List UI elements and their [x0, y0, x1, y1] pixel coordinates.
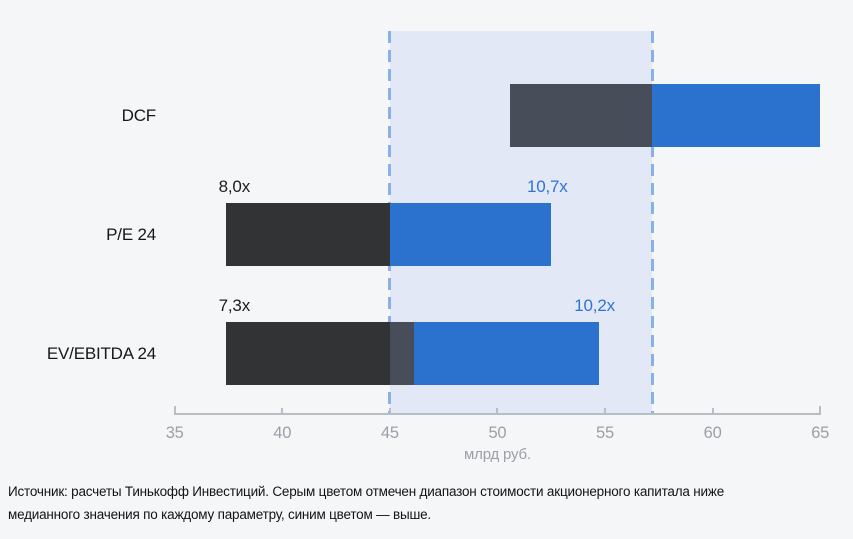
x-axis-tick	[711, 408, 714, 413]
x-axis-tick-label: 65	[811, 424, 830, 442]
row-label-ev-ebitda-24: EV/EBITDA 24	[46, 343, 156, 363]
bar-segment-above-median	[389, 203, 552, 266]
high-multiple-label: 10,2x	[574, 296, 615, 315]
x-axis-tick	[173, 406, 176, 413]
low-multiple-label: 7,3x	[218, 296, 251, 315]
x-axis-line	[173, 413, 822, 415]
x-axis-tick	[819, 406, 822, 413]
x-axis-tick-label: 45	[380, 424, 399, 442]
band-dashed-line-right	[650, 31, 654, 413]
row-label-dcf: DCF	[121, 105, 157, 125]
x-axis-tick-label: 60	[703, 424, 722, 442]
x-axis-tick	[281, 408, 284, 413]
x-axis-unit-label: млрд руб.	[464, 446, 531, 463]
row-label-p-e-24: P/E 24	[106, 224, 156, 244]
bar-segment-below-median	[510, 84, 653, 147]
x-axis-tick	[496, 408, 499, 413]
bar-segment-above-median	[413, 322, 599, 385]
x-axis-tick-label: 35	[165, 424, 184, 442]
source-note-line-2: медианного значения по каждому параметру…	[8, 507, 431, 522]
source-note-line-1: Источник: расчеты Тинькофф Инвестиций. С…	[8, 484, 725, 499]
low-multiple-label: 8,0x	[218, 177, 251, 196]
x-axis-tick-label: 40	[273, 424, 292, 442]
bar-segment-above-median	[652, 84, 821, 147]
source-note: Источник: расчеты Тинькофф Инвестиций. С…	[8, 480, 848, 526]
x-axis-tick	[388, 408, 391, 413]
bar-segment-below-median	[226, 322, 390, 385]
x-axis-tick-label: 55	[596, 424, 615, 442]
bar-segment-below-median	[389, 322, 414, 385]
high-multiple-label: 10,7x	[526, 177, 568, 196]
bar-segment-below-median	[226, 203, 390, 266]
x-axis-tick-label: 50	[488, 424, 507, 442]
x-axis-tick	[604, 408, 607, 413]
